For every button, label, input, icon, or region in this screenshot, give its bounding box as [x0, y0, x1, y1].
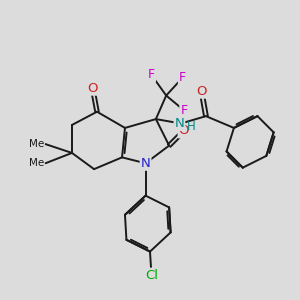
- Text: O: O: [178, 124, 189, 137]
- Text: N: N: [175, 117, 184, 130]
- Text: Me: Me: [29, 158, 44, 168]
- Text: F: F: [180, 104, 188, 117]
- Text: Cl: Cl: [145, 268, 158, 282]
- Text: H: H: [187, 120, 196, 133]
- Text: O: O: [196, 85, 207, 98]
- Text: F: F: [148, 68, 155, 81]
- Text: N: N: [141, 157, 151, 170]
- Text: O: O: [87, 82, 98, 95]
- Text: Me: Me: [29, 139, 44, 149]
- Text: F: F: [179, 71, 186, 84]
